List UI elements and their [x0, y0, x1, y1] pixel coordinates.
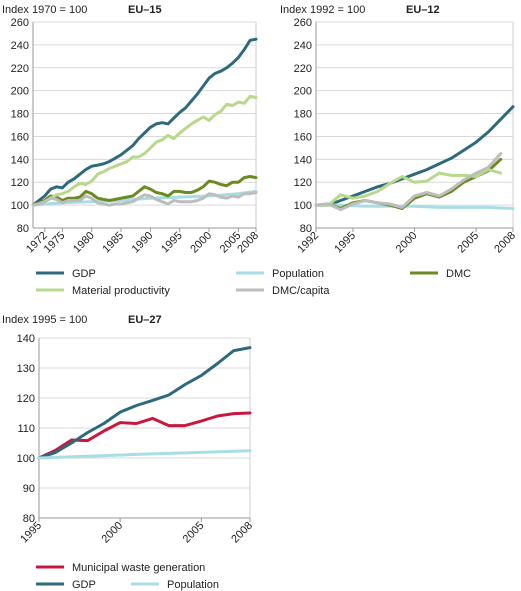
- legend-item-municipal-waste: Municipal waste generation: [36, 562, 205, 574]
- legend-label-population: Population: [272, 268, 324, 280]
- eu15-series-material-productivity: [31, 94, 258, 207]
- legend-item-material-productivity: Material productivity: [36, 285, 170, 297]
- eu27-x-tick-label: 2008: [229, 520, 255, 546]
- eu12-x-tick-label: 2000: [394, 230, 420, 256]
- eu15-y-axis-title: Index 1970 = 100: [2, 4, 87, 16]
- eu12-series-gdp: [314, 105, 515, 207]
- eu12-y-tick-label: 160: [294, 131, 312, 143]
- legend-label-material-productivity: Material productivity: [72, 285, 170, 297]
- eu12-y-tick-label: 180: [294, 109, 312, 121]
- legend-item-gdp: GDP: [36, 268, 96, 280]
- eu15-y-tick-label: 80: [17, 223, 29, 235]
- legend-label-municipal-waste: Municipal waste generation: [72, 562, 205, 574]
- eu12-y-tick-label: 120: [294, 177, 312, 189]
- eu27-y-tick-label: 140: [17, 333, 35, 345]
- legend-label-dmc: DMC: [446, 268, 471, 280]
- legend-label-gdp: GDP: [72, 268, 96, 280]
- eu15-title: EU–15: [128, 4, 162, 16]
- legend-item-population-bottom: Population: [131, 579, 219, 591]
- eu15-x-tick-label: 2008: [235, 230, 261, 256]
- eu15-y-tick-label: 220: [11, 63, 29, 75]
- eu27-x-tick-label: 2005: [181, 520, 207, 546]
- chart-eu27: Index 1995 = 100 EU–27 80 90 100 110 120 130 1…: [2, 314, 255, 545]
- eu15-x-tick-label: 1995: [159, 230, 185, 256]
- eu15-series-dmc: [31, 175, 258, 207]
- eu12-y-tick-label: 220: [294, 63, 312, 75]
- eu12-y-tick-label: 240: [294, 40, 312, 52]
- eu27-title: EU–27: [128, 314, 162, 326]
- eu27-y-tick-label: 90: [23, 483, 35, 495]
- eu27-y-tick-label: 110: [17, 423, 35, 435]
- eu15-x-tick-label: 2000: [188, 230, 214, 256]
- legend-top: GDP Population DMC Material productivity…: [36, 268, 471, 297]
- eu15-x-tick-label: 1980: [71, 230, 97, 256]
- eu12-x-tick-label: 1995: [332, 230, 358, 256]
- legend-label-dmc-capita: DMC/capita: [272, 285, 330, 297]
- eu15-x-tick-label: 1975: [42, 230, 68, 256]
- eu27-y-tick-label: 120: [17, 393, 35, 405]
- eu27-series-gdp: [37, 346, 252, 460]
- eu15-y-tick-label: 100: [11, 200, 29, 212]
- eu15-x-tick-label: 1985: [100, 230, 126, 256]
- legend-item-dmc-capita: DMC/capita: [236, 285, 330, 297]
- eu12-y-tick-label: 260: [294, 17, 312, 29]
- eu27-y-tick-label: 130: [17, 363, 35, 375]
- eu12-y-axis-title: Index 1992 = 100: [280, 4, 365, 16]
- eu15-series-population: [31, 189, 258, 207]
- legend-item-population: Population: [236, 268, 324, 280]
- legend-item-dmc: DMC: [410, 268, 471, 280]
- eu15-series-dmc-capita: [31, 191, 258, 207]
- eu15-y-tick-label: 260: [11, 17, 29, 29]
- eu12-y-tick-label: 80: [300, 223, 312, 235]
- eu27-y-axis-title: Index 1995 = 100: [2, 314, 87, 326]
- eu12-x-tick-label: 2008: [492, 230, 518, 256]
- eu12-series-dmc-capita: [314, 152, 503, 212]
- eu15-y-tick-label: 160: [11, 131, 29, 143]
- eu27-y-tick-label: 80: [23, 513, 35, 525]
- chart-eu15: Index 1970 = 100 EU–15 80 100 120 140 160 180…: [2, 4, 261, 255]
- eu12-y-tick-label: 140: [294, 154, 312, 166]
- eu12-x-tick-label: 2005: [455, 230, 481, 256]
- eu12-title: EU–12: [406, 4, 440, 16]
- eu15-series-gdp: [31, 37, 258, 207]
- eu12-y-tick-label: 200: [294, 86, 312, 98]
- eu15-x-tick-label: 1990: [130, 230, 156, 256]
- eu27-y-tick-label: 100: [17, 453, 35, 465]
- eu27-x-tick-label: 2000: [99, 520, 125, 546]
- legend-item-gdp-bottom: GDP: [36, 579, 96, 591]
- chart-eu12: Index 1992 = 100 EU–12 80 100 120 140 160 180…: [280, 4, 518, 255]
- eu27-series-population: [37, 449, 252, 460]
- eu15-y-tick-label: 120: [11, 177, 29, 189]
- eu15-y-tick-label: 180: [11, 109, 29, 121]
- legend-label-population-bottom: Population: [167, 579, 219, 591]
- eu15-y-tick-label: 240: [11, 40, 29, 52]
- eu12-y-tick-label: 100: [294, 200, 312, 212]
- eu15-y-tick-label: 140: [11, 154, 29, 166]
- legend-label-gdp-bottom: GDP: [72, 579, 96, 591]
- legend-bottom: Municipal waste generation GDP Populatio…: [36, 562, 219, 591]
- eu15-y-tick-label: 200: [11, 86, 29, 98]
